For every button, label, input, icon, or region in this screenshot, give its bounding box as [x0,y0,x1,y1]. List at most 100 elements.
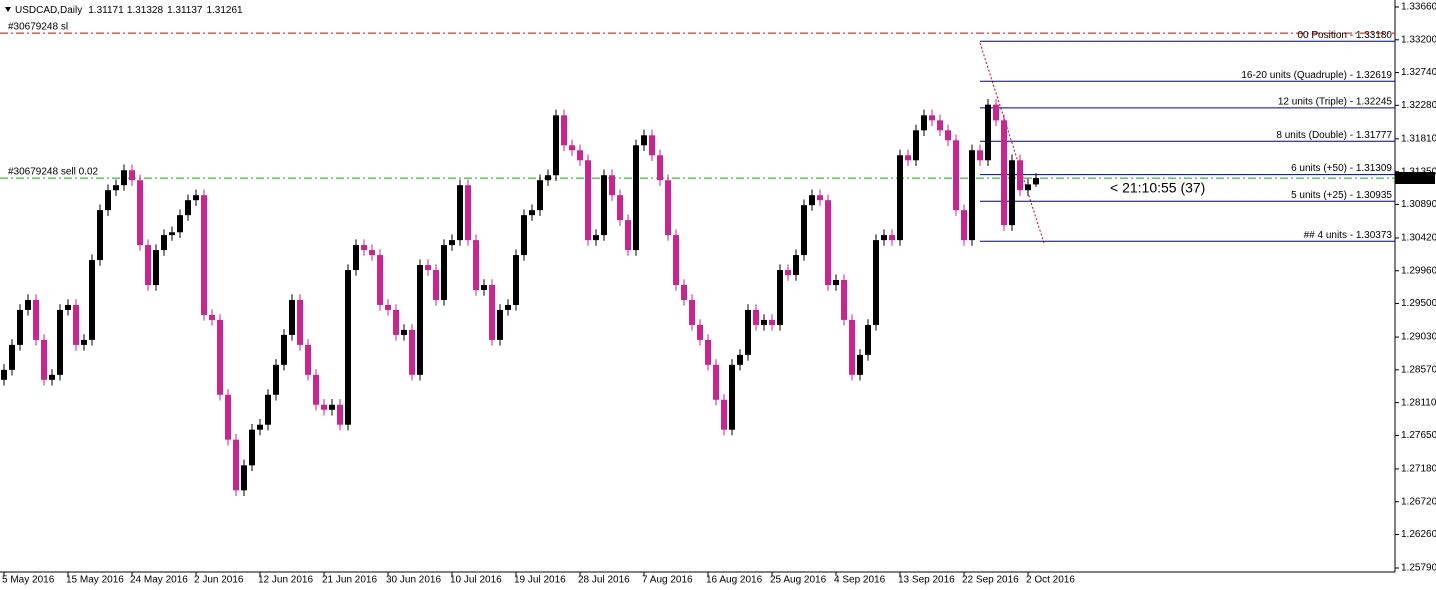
candle-body [817,195,823,201]
candle-body [969,150,975,241]
candle-body [1017,160,1023,191]
candle-body [225,394,231,440]
candle-body [105,190,111,211]
candle-body [961,210,967,241]
candle-body [369,250,375,256]
candle-body [545,175,551,181]
x-tick-label: 19 Jul 2016 [514,575,566,586]
header-low: 1.31137 [167,5,203,16]
y-tick-label: 1.25790 [1401,563,1436,574]
y-tick-label: 1.27180 [1401,464,1436,475]
candle-body [825,200,831,286]
candle-body [681,285,687,300]
y-tick-label: 1.26260 [1401,529,1436,540]
candle-body [169,232,175,236]
candle-body [481,285,487,290]
candle-body [65,304,71,310]
candle-body [889,235,895,241]
candle-body [81,339,87,345]
candle-body [433,270,439,300]
candle-body [833,280,839,286]
candle-body [577,150,583,161]
candle-body [849,319,855,375]
candle-body [177,215,183,233]
y-tick-label: 1.29960 [1401,265,1436,276]
header-open: 1.31171 [88,5,124,16]
y-tick-label: 1.32740 [1401,67,1436,78]
candle-body [561,115,567,146]
candle-body [305,344,311,375]
price-box [1395,172,1435,185]
candle-body [409,329,415,375]
x-tick-label: 28 Jul 2016 [578,575,630,586]
candle-body [281,334,287,365]
candle-body [345,270,351,425]
candle-body [801,205,807,256]
candle-body [425,265,431,271]
price-label: 1.31261 [1399,173,1436,184]
menu-triangle [5,7,11,12]
x-tick-label: 2 Jun 2016 [194,575,244,586]
candle-body [929,115,935,121]
level-label: 16-20 units (Quadruple) - 1.32619 [1241,70,1392,81]
candle-body [113,185,119,191]
header-high: 1.31328 [127,5,164,16]
candle-body [265,394,271,425]
candle-body [273,364,279,395]
candle-body [857,354,863,375]
candle-body [905,155,911,161]
level-label: 12 units (Triple) - 1.32245 [1278,97,1393,108]
candle-body [609,175,615,196]
y-tick-label: 1.33200 [1401,34,1436,45]
candle-body [625,220,631,251]
candle-body [585,160,591,241]
candle-body [529,210,535,216]
candle-body [401,329,407,335]
candle-body [1009,160,1015,226]
x-tick-label: 2 Oct 2016 [1026,575,1075,586]
candle-body [993,104,999,121]
candle-body [145,245,151,286]
candle-body [809,195,815,206]
candle-body [361,245,367,251]
candle-body [665,180,671,236]
candle-body [913,130,919,161]
candle-body [697,324,703,340]
candle-body [377,255,383,305]
candle-body [641,135,647,146]
candle-body [753,309,759,325]
candle-body [657,155,663,181]
candle-body [121,170,127,186]
candle-body [201,195,207,315]
x-tick-label: 5 May 2016 [2,575,55,586]
candle-body [945,130,951,141]
candle-body [473,240,479,290]
candle-body [513,255,519,305]
candle-body [705,339,711,365]
candle-body [881,235,887,241]
y-tick-label: 1.29030 [1401,332,1436,343]
candle-body [313,374,319,405]
candle-body [897,155,903,241]
y-tick-label: 1.29500 [1401,298,1436,309]
y-tick-label: 1.28110 [1401,397,1436,408]
candle-body [673,235,679,286]
candle-body [321,404,327,410]
y-tick-label: 1.31810 [1401,134,1436,145]
candle-body [465,185,471,241]
candle-body [777,270,783,325]
candle-body [873,240,879,325]
candle-body [417,265,423,375]
candle-body [57,309,63,375]
candle-body [841,280,847,320]
order-label: #30679248 sell 0.02 [8,167,99,178]
candle-body [249,429,255,466]
candle-body [209,314,215,320]
x-tick-label: 12 Jun 2016 [258,575,313,586]
candle-body [713,364,719,400]
x-tick-label: 13 Sep 2016 [898,575,955,586]
candle-body [233,439,239,491]
level-label: 5 units (+25) - 1.30935 [1291,190,1392,201]
